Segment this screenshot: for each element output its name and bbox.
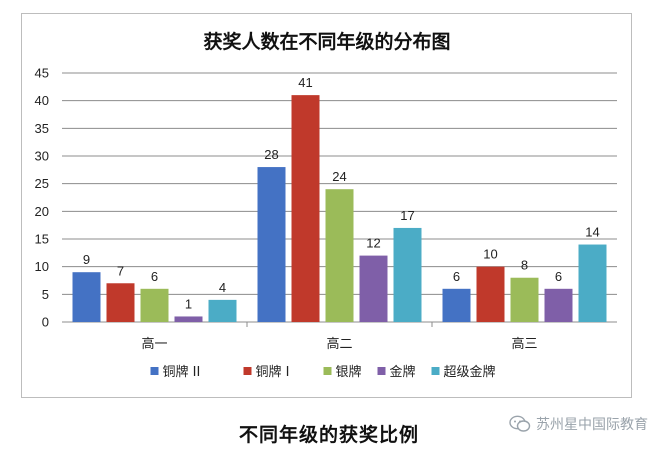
y-tick-label: 15: [35, 232, 49, 247]
bar: [510, 277, 539, 322]
bar: [291, 95, 320, 322]
data-label: 12: [366, 236, 380, 251]
data-label: 1: [185, 296, 192, 311]
y-tick-label: 45: [35, 66, 49, 81]
watermark: 苏州星中国际教育: [509, 414, 648, 434]
legend-swatch: [323, 367, 332, 375]
wechat-icon: [509, 415, 531, 432]
bar: [393, 227, 422, 322]
bar: [359, 255, 388, 322]
bar: [72, 272, 101, 322]
y-tick-label: 30: [35, 149, 49, 164]
chart-title: 获奖人数在不同年级的分布图: [203, 30, 450, 53]
bar: [544, 288, 573, 322]
bar: [257, 167, 286, 322]
y-tick-label: 5: [42, 287, 49, 302]
data-label: 10: [483, 247, 497, 262]
data-label: 6: [453, 269, 460, 284]
y-tick-label: 40: [35, 93, 49, 108]
y-tick-label: 25: [35, 176, 49, 191]
legend-swatch: [243, 367, 252, 375]
legend-label: 铜牌 I: [256, 364, 290, 380]
bar: [106, 283, 135, 322]
data-label: 4: [219, 280, 226, 295]
data-label: 7: [117, 263, 124, 278]
bar: [476, 266, 505, 322]
legend-swatch: [150, 367, 159, 375]
bar: [442, 288, 471, 322]
data-label: 24: [332, 169, 346, 184]
y-tick-label: 35: [35, 121, 49, 136]
watermark-text: 苏州星中国际教育: [536, 417, 648, 433]
data-label: 41: [298, 75, 312, 90]
bar: [140, 288, 169, 322]
data-label: 6: [151, 269, 158, 284]
x-tick-label: 高一: [141, 336, 167, 352]
y-tick-label: 0: [42, 315, 49, 330]
legend-label: 铜牌 II: [163, 364, 201, 380]
data-label: 8: [521, 258, 528, 273]
legend-label: 金牌: [390, 364, 416, 380]
y-tick-label: 20: [35, 204, 49, 219]
x-tick-label: 高二: [326, 336, 352, 352]
bar: [174, 316, 203, 322]
legend-swatch: [377, 367, 386, 375]
chart-frame: 获奖人数在不同年级的分布图 0 5 10 15 20 25 30 35 40 45 9 7 6 1 4 高一 28…: [21, 13, 632, 398]
data-label: 9: [83, 252, 90, 267]
data-label: 6: [555, 269, 562, 284]
bar: [208, 299, 237, 322]
data-label: 17: [400, 208, 414, 223]
y-tick-label: 10: [35, 259, 49, 274]
figure-caption: 不同年级的获奖比例: [238, 424, 419, 446]
legend-label: 银牌: [336, 364, 362, 380]
legend-label: 超级金牌: [444, 364, 496, 380]
x-tick-label: 高三: [511, 336, 537, 352]
data-label: 28: [264, 147, 278, 162]
bar: [578, 244, 607, 322]
legend-swatch: [431, 367, 440, 375]
data-label: 14: [585, 225, 599, 240]
bar: [325, 189, 354, 322]
